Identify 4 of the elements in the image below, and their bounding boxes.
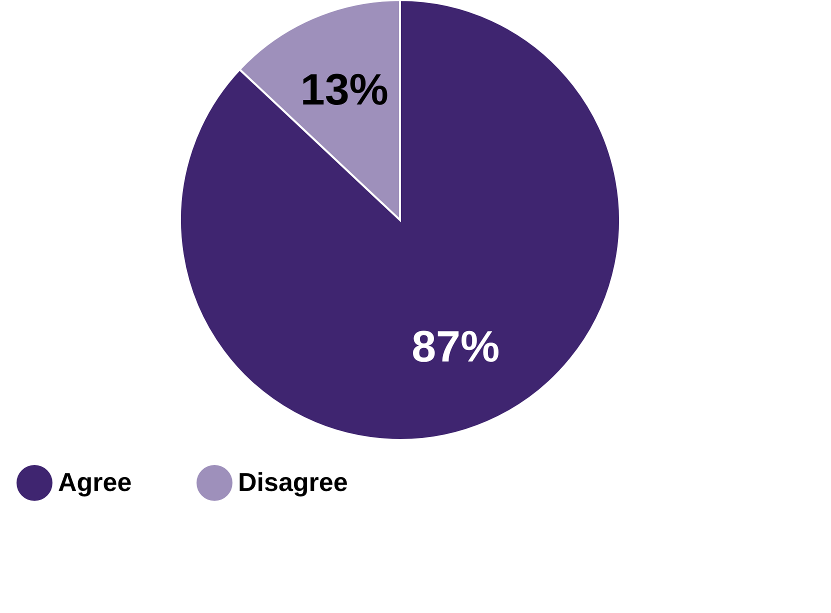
legend-label: Agree — [58, 466, 132, 497]
data-label: 13% — [300, 66, 388, 115]
data-label: 87% — [412, 322, 500, 372]
legend-label: Disagree — [238, 466, 348, 497]
